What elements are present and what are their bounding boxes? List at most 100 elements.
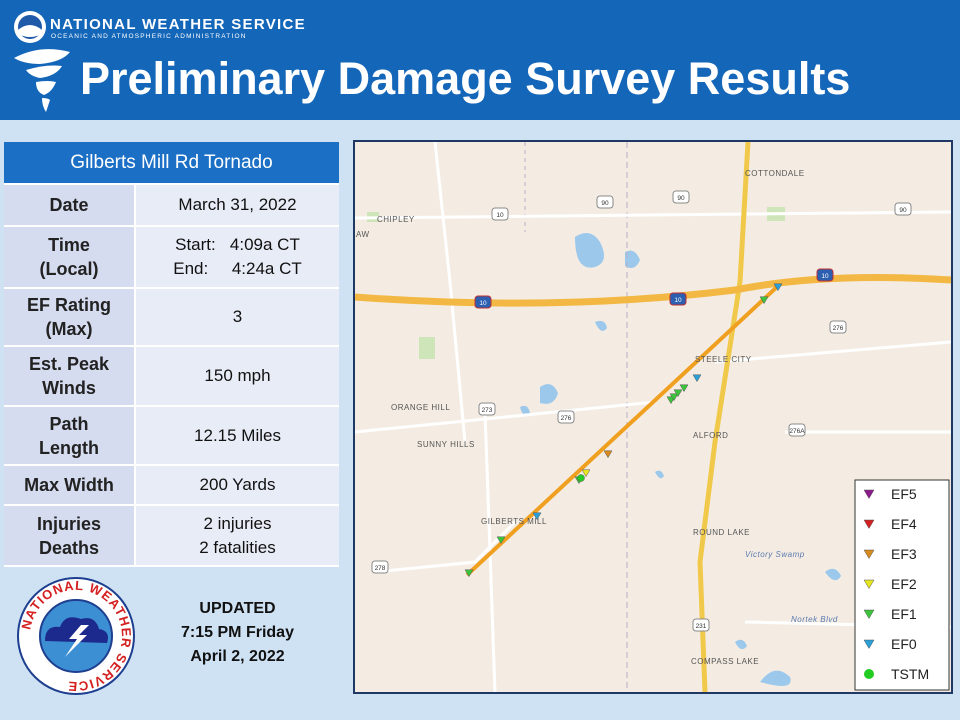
tornado-track [465, 283, 781, 577]
table-row: Time (Local) Start: 4:09a CT End: 4:24a CT [4, 227, 339, 289]
place-label: ORANGE HILL [391, 403, 450, 412]
place-label: Nortek Blvd [791, 615, 838, 624]
table-row: Injuries Deaths 2 injuries 2 fatalities [4, 506, 339, 567]
nws-logo: NATIONAL WEATHER SERVICE [17, 577, 135, 695]
row-value: 3 [136, 289, 339, 345]
label-line: Time [48, 235, 90, 255]
damage-point [773, 283, 783, 292]
us-231 [697, 142, 751, 692]
water [520, 233, 841, 686]
damage-point [496, 536, 506, 545]
route-shield [788, 423, 806, 437]
value-line: 3 [232, 307, 243, 326]
label-line: (Max) [45, 319, 93, 339]
row-label: Path Length [4, 407, 136, 464]
value-line: 200 Yards [199, 475, 276, 494]
update-line: April 2, 2022 [190, 648, 285, 665]
place-label: STEELE CITY [695, 355, 752, 364]
value-line: 150 mph [204, 366, 271, 385]
update-line: 7:15 PM Friday [181, 624, 294, 641]
route-number: 276A [789, 428, 805, 435]
value-line: 12.15 Miles [194, 425, 281, 445]
place-label: LAW [355, 230, 370, 239]
route-shield [557, 410, 575, 424]
route-shield [491, 207, 509, 221]
page-title: Preliminary Damage Survey Results [80, 53, 850, 104]
row-value: 200 Yards [136, 466, 339, 504]
table-row: Date March 31, 2022 [4, 185, 339, 227]
place-label: GILBERTS MILL [481, 517, 547, 526]
label-line: (Local) [39, 259, 99, 279]
damage-point [669, 393, 679, 402]
damage-point [603, 450, 613, 459]
route-number: 10 [479, 300, 487, 307]
label-line: Max Width [24, 475, 114, 495]
row-label: Max Width [4, 466, 136, 504]
legend-swatch [863, 579, 875, 589]
route-shield [816, 268, 834, 282]
label-line: Date [49, 195, 89, 215]
route-number: 10 [821, 273, 829, 280]
agency-sub: OCEANIC AND ATMOSPHERIC ADMINISTRATION [51, 33, 247, 40]
legend-label: EF1 [891, 606, 917, 622]
noaa-logo-gull [18, 25, 42, 37]
label-line: Deaths [38, 537, 100, 558]
route-shield [829, 320, 847, 334]
route-shield [669, 292, 687, 306]
damage-point [581, 469, 591, 478]
header: NATIONAL WEATHER SERVICE OCEANIC AND ATM… [0, 0, 960, 120]
update-line: UPDATED [199, 600, 276, 617]
row-value: Start: 4:09a CT End: 4:24a CT [136, 227, 339, 287]
summary-table: Gilberts Mill Rd Tornado Date March 31, 2… [4, 142, 339, 567]
route-number: 231 [696, 623, 707, 630]
row-value: 12.15 Miles [136, 407, 339, 464]
update-note: UPDATED 7:15 PM Friday April 2, 2022 [150, 597, 325, 669]
row-label: EF Rating (Max) [4, 289, 136, 345]
place-label: SUNNY HILLS [417, 440, 475, 449]
route-number: 276 [833, 325, 844, 332]
route-number: 10 [496, 212, 504, 219]
value-line: End: 4:24a CT [173, 259, 302, 278]
row-label: Date [4, 185, 136, 225]
legend-label: EF3 [891, 546, 917, 562]
damage-point [532, 512, 542, 521]
route-shield [596, 195, 614, 209]
place-label: ROUND LAKE [693, 528, 750, 537]
route-number: 276 [561, 415, 572, 422]
row-value: 150 mph [136, 347, 339, 405]
legend-label: TSTM [891, 666, 929, 682]
row-value: March 31, 2022 [136, 185, 339, 225]
logo-cloud [45, 617, 108, 643]
table-row: Path Length 12.15 Miles [4, 407, 339, 466]
value-line: March 31, 2022 [178, 195, 297, 214]
table-row: EF Rating (Max) 3 [4, 289, 339, 347]
tornado-icon [14, 49, 70, 112]
row-label: Time (Local) [4, 227, 136, 287]
legend-swatch [863, 519, 875, 529]
row-label: Injuries Deaths [4, 506, 136, 565]
damage-point [577, 474, 585, 482]
place-label: COTTONDALE [745, 169, 805, 178]
route-shield [474, 295, 492, 309]
place-label: ALFORD [693, 431, 728, 440]
label-line: Injuries [36, 513, 102, 534]
place-label: Victory Swamp [745, 550, 805, 559]
header-art: NATIONAL WEATHER SERVICE OCEANIC AND ATM… [14, 11, 850, 112]
legend-label: EF4 [891, 516, 917, 532]
legend-label: EF2 [891, 576, 917, 592]
damage-map: COTTONDALE CHIPLEY LAW STEELE CITY ORANGE HI… [353, 140, 953, 694]
legend-swatch [863, 609, 875, 619]
route-shield [478, 402, 496, 416]
route-shield [371, 560, 389, 574]
route-number: 278 [375, 565, 386, 572]
legend-swatch [864, 669, 874, 679]
route-number: 10 [674, 297, 682, 304]
legend-swatch [863, 549, 875, 559]
label-line: Path [49, 413, 89, 434]
value-line: Start: 4:09a CT [175, 235, 300, 254]
label-line: Length [39, 437, 99, 458]
value-line: 2 fatalities [199, 537, 276, 557]
legend-label: EF5 [891, 486, 917, 502]
place-label: CHIPLEY [377, 215, 415, 224]
